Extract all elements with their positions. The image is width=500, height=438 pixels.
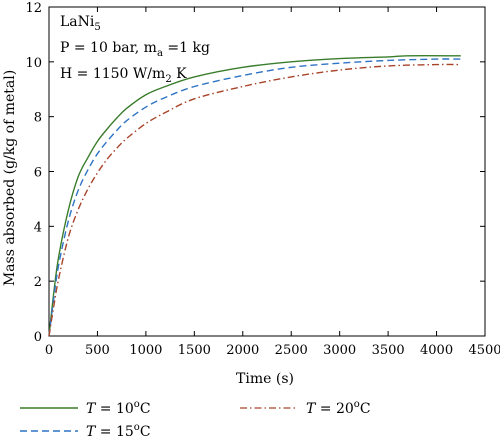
x-tick-label: 0: [45, 343, 53, 358]
legend-label-20c: T = 20oC: [306, 399, 371, 417]
y-tick-label: 0: [34, 330, 42, 345]
series-line-15c: [48, 58, 461, 337]
legend-label-15c: T = 15oC: [86, 422, 151, 438]
series-lines: [48, 55, 461, 337]
series-line-20c: [48, 63, 461, 337]
y-tick-label: 10: [25, 56, 42, 71]
legend: T = 10oC T = 15oC T = 20oC: [20, 399, 371, 438]
x-tick-label: 3000: [323, 343, 356, 358]
y-axis-title: Mass absorbed (g/kg of metal): [2, 70, 18, 286]
x-tick-label: 2500: [275, 343, 308, 358]
x-tick-label: 4000: [420, 343, 453, 358]
x-tick-label: 1500: [178, 343, 211, 358]
x-tick-label: 4500: [468, 343, 500, 358]
x-tick-label: 500: [85, 343, 110, 358]
x-tick-label: 1000: [129, 343, 162, 358]
y-tick-label: 8: [34, 111, 42, 126]
x-tick-label: 3500: [372, 343, 405, 358]
annotation-heat-transfer: H = 1150 W/m2 K: [60, 66, 187, 85]
x-tick-label: 2000: [226, 343, 259, 358]
ticks: 0 500 1000 1500 2000 2500 3000 3500 4000 4500 0 2 4 6…: [25, 1, 500, 358]
legend-label-10c: T = 10oC: [86, 399, 151, 417]
annotation-pressure-mass: P = 10 bar, ma =1 kg: [60, 40, 210, 59]
y-tick-label: 2: [34, 275, 42, 290]
x-axis-title: Time (s): [236, 371, 294, 387]
annotation-alloy: LaNi5: [60, 14, 101, 33]
y-tick-label: 4: [34, 220, 42, 235]
y-tick-label: 12: [25, 1, 42, 16]
series-line-10c: [48, 55, 461, 337]
y-tick-label: 6: [34, 166, 42, 181]
